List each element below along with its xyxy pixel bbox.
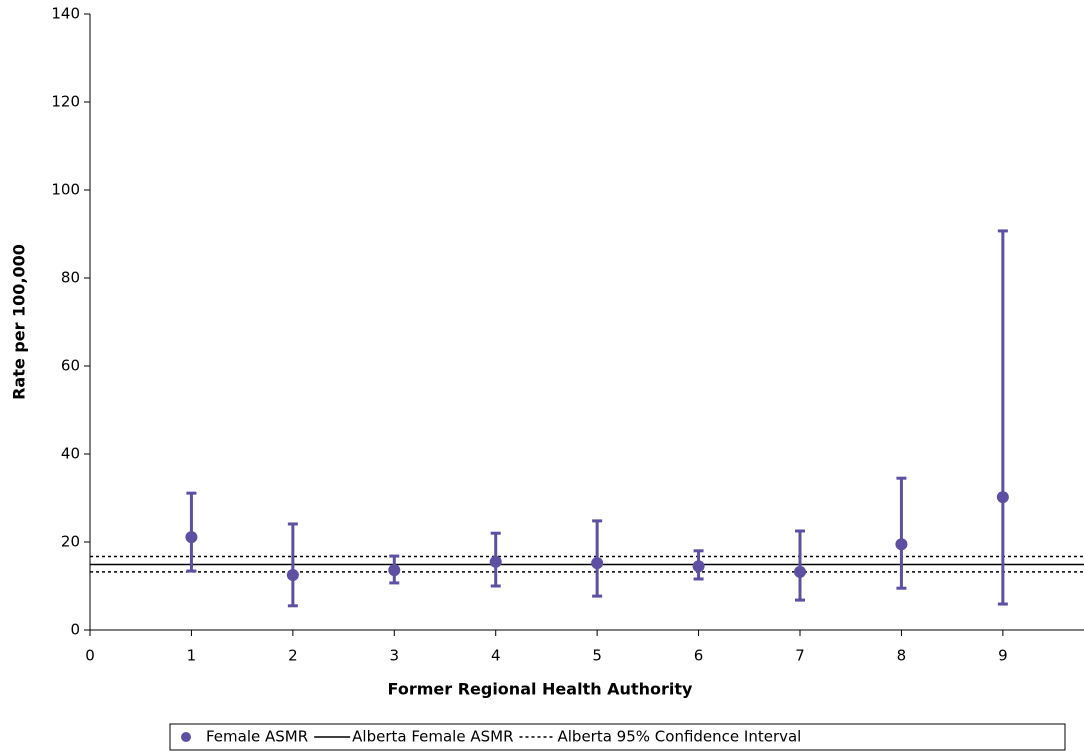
x-tick-label: 8 bbox=[897, 647, 907, 665]
x-tick-label: 0 bbox=[85, 647, 95, 665]
point bbox=[591, 557, 604, 570]
point bbox=[895, 538, 908, 551]
point bbox=[489, 555, 502, 568]
legend-marker bbox=[181, 732, 191, 742]
x-tick-label: 7 bbox=[795, 647, 805, 665]
x-tick-label: 9 bbox=[998, 647, 1008, 665]
x-tick-label: 6 bbox=[694, 647, 704, 665]
point bbox=[388, 564, 401, 577]
x-tick-label: 2 bbox=[288, 647, 298, 665]
point bbox=[996, 491, 1009, 504]
x-tick-label: 4 bbox=[491, 647, 501, 665]
x-tick-label: 1 bbox=[187, 647, 197, 665]
point bbox=[794, 565, 806, 578]
x-axis-label: Former Regional Health Authority bbox=[388, 680, 693, 699]
y-tick-label: 60 bbox=[61, 357, 80, 375]
y-tick-label: 120 bbox=[51, 93, 80, 111]
y-tick-label: 20 bbox=[61, 533, 80, 551]
point bbox=[286, 569, 299, 581]
x-tick-label: 3 bbox=[390, 647, 400, 665]
legend-label: Alberta 95% Confidence Interval bbox=[558, 728, 802, 746]
x-tick-label: 5 bbox=[592, 647, 602, 665]
legend-label: Female ASMR bbox=[206, 728, 308, 746]
point bbox=[185, 531, 198, 544]
point bbox=[692, 560, 705, 573]
y-tick-label: 140 bbox=[51, 5, 80, 23]
y-tick-label: 100 bbox=[51, 181, 80, 199]
y-tick-label: 80 bbox=[61, 269, 80, 287]
y-axis-label: Rate per 100,000 bbox=[10, 244, 29, 400]
y-tick-label: 40 bbox=[61, 445, 80, 463]
y-tick-label: 0 bbox=[70, 621, 80, 639]
legend-label: Alberta Female ASMR bbox=[352, 728, 513, 746]
